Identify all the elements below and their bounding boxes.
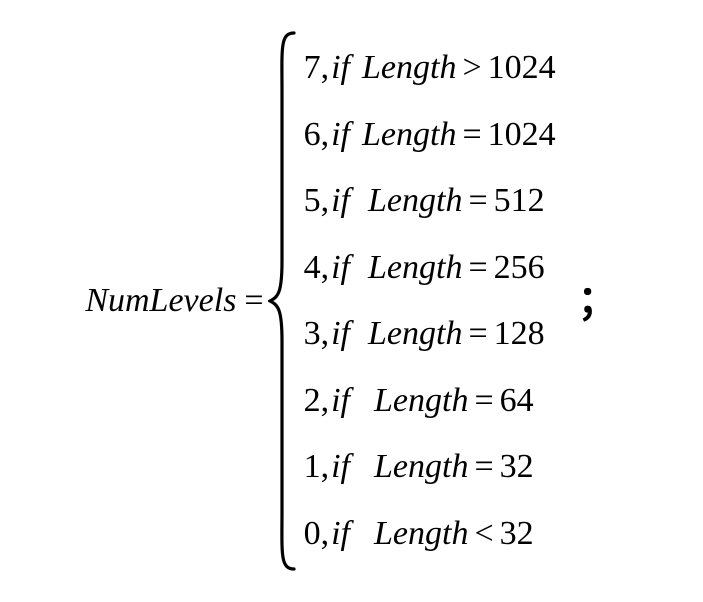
if-keyword: if [331, 51, 350, 85]
length-keyword: Length [374, 517, 468, 551]
comparison-operator: = [468, 384, 499, 418]
comparison-operator: < [468, 517, 499, 551]
length-keyword: Length [368, 251, 462, 285]
comparison-operator: = [468, 450, 499, 484]
cases-list: 7,ifLength>10246,ifLength=10245,ifLength… [298, 31, 556, 571]
rhs-number: 512 [494, 184, 545, 218]
comma: , [321, 251, 332, 285]
if-keyword: if [331, 450, 350, 484]
rhs-number: 32 [500, 517, 534, 551]
equals-sign: = [242, 284, 267, 318]
cases-block: 7,ifLength>10246,ifLength=10245,ifLength… [268, 31, 556, 571]
trailing-semicolon: ； [556, 281, 618, 321]
if-keyword: if [331, 184, 350, 218]
length-keyword: Length [362, 118, 456, 152]
case-row: 2,if Length=64 [304, 372, 556, 430]
comparison-operator: = [462, 184, 493, 218]
if-keyword: if [331, 251, 350, 285]
equation-wrap: NumLevels = 7,ifLength>10246,ifLength=10… [0, 0, 703, 602]
length-keyword: Length [374, 384, 468, 418]
rhs-number: 256 [494, 251, 545, 285]
case-row: 3,if Length=128 [304, 305, 556, 363]
case-value: 6 [304, 118, 321, 152]
length-keyword: Length [368, 184, 462, 218]
comma: , [321, 317, 332, 351]
rhs-number: 1024 [488, 51, 556, 85]
case-row: 0,if Length<32 [304, 505, 556, 563]
if-keyword: if [331, 317, 350, 351]
rhs-number: 128 [494, 317, 545, 351]
case-value: 3 [304, 317, 321, 351]
comparison-operator: = [456, 118, 487, 152]
rhs-number: 64 [500, 384, 534, 418]
case-row: 7,if Length>1024 [304, 39, 556, 97]
length-keyword: Length [374, 450, 468, 484]
if-keyword: if [331, 384, 350, 418]
rhs-number: 1024 [488, 118, 556, 152]
comparison-operator: = [462, 317, 493, 351]
case-row: 4,if Length=256 [304, 239, 556, 297]
comparison-operator: = [462, 251, 493, 285]
case-value: 7 [304, 51, 321, 85]
case-value: 5 [304, 184, 321, 218]
rhs-number: 32 [500, 450, 534, 484]
comma: , [321, 184, 332, 218]
left-brace [268, 31, 298, 571]
comma: , [321, 118, 332, 152]
case-row: 5,if Length=512 [304, 172, 556, 230]
case-row: 1,if Length=32 [304, 438, 556, 496]
if-keyword: if [331, 118, 350, 152]
case-row: 6,if Length=1024 [304, 106, 556, 164]
case-value: 1 [304, 450, 321, 484]
case-value: 2 [304, 384, 321, 418]
length-keyword: Length [368, 317, 462, 351]
if-keyword: if [331, 517, 350, 551]
comma: , [321, 450, 332, 484]
length-keyword: Length [362, 51, 456, 85]
comparison-operator: > [456, 51, 487, 85]
comma: , [321, 517, 332, 551]
comma: , [321, 51, 332, 85]
case-value: 4 [304, 251, 321, 285]
case-value: 0 [304, 517, 321, 551]
lhs-variable: NumLevels [85, 284, 242, 318]
equation: NumLevels = 7,ifLength>10246,ifLength=10… [85, 31, 617, 571]
comma: , [321, 384, 332, 418]
